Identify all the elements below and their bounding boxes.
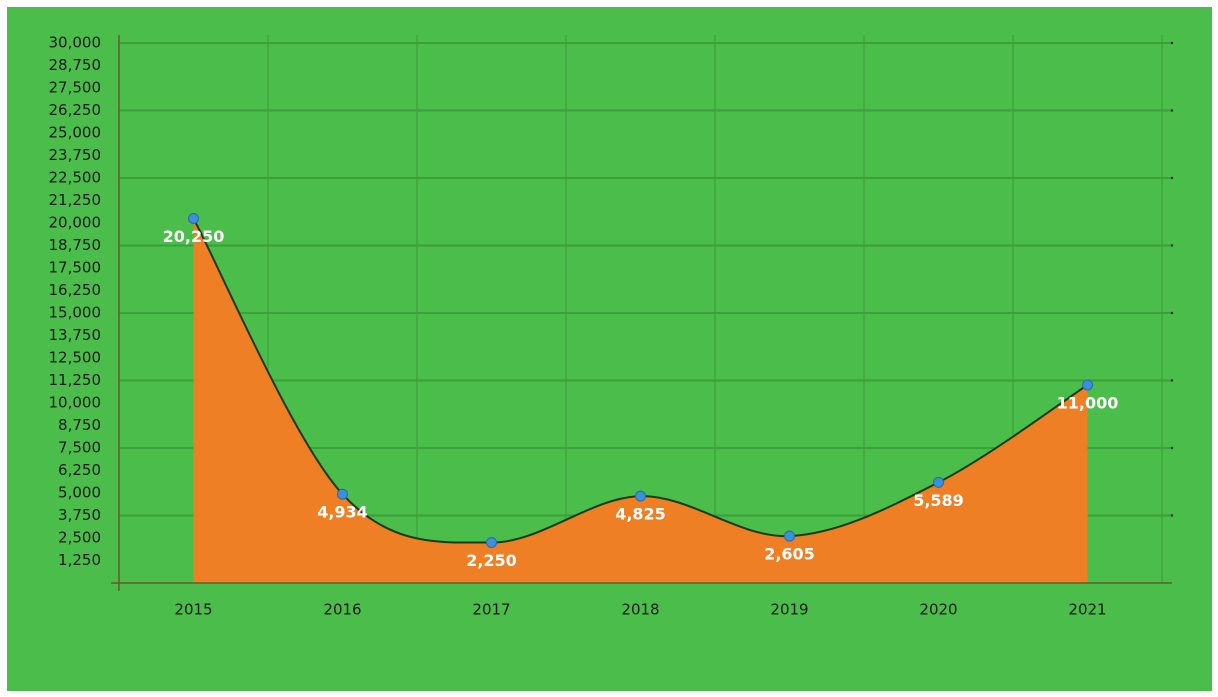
- y-tick-label: 25,000: [49, 124, 102, 142]
- y-tick-label: 22,500: [49, 169, 102, 187]
- x-tick-label: 2015: [174, 601, 212, 619]
- right-tick: [1170, 311, 1174, 315]
- right-tick: [1170, 176, 1174, 180]
- marker: [635, 490, 646, 502]
- y-tick-label: 8,750: [58, 416, 101, 434]
- marker: [188, 213, 199, 224]
- y-tick-label: 6,250: [58, 461, 101, 479]
- y-tick-label: 11,250: [49, 371, 102, 389]
- x-tick-label: 2021: [1068, 601, 1106, 619]
- y-tick-label: 26,250: [49, 101, 102, 119]
- marker: [784, 530, 795, 542]
- right-tick: [1170, 109, 1174, 112]
- marker: [933, 476, 944, 488]
- right-tick: [1170, 379, 1174, 382]
- y-tick-label: 18,750: [49, 236, 102, 254]
- right-tick: [1170, 446, 1174, 450]
- y-tick-label: 23,750: [49, 146, 102, 164]
- x-tick-label: 2019: [770, 601, 808, 619]
- y-tick-label: 20,000: [49, 214, 102, 232]
- y-tick-label: 1,250: [58, 551, 101, 569]
- value-label: 4,934: [317, 503, 368, 522]
- value-label: 11,000: [1057, 394, 1119, 413]
- x-tick-label: 2016: [323, 601, 361, 619]
- x-tick-label: 2018: [621, 601, 659, 619]
- right-tick: [1170, 244, 1174, 247]
- value-label: 2,250: [466, 551, 517, 570]
- y-tick-label: 21,250: [49, 191, 102, 209]
- y-tick-label: 30,000: [49, 34, 102, 52]
- value-label: 2,605: [764, 545, 815, 564]
- y-tick-label: 27,500: [49, 79, 102, 97]
- right-tick: [1170, 514, 1174, 517]
- y-tick-label: 17,500: [49, 259, 102, 277]
- right-tick: [1170, 41, 1174, 45]
- value-label: 5,589: [913, 491, 964, 510]
- marker: [1082, 379, 1093, 391]
- y-tick-label: 3,750: [58, 506, 101, 524]
- y-tick-label: 12,500: [49, 349, 102, 367]
- marker: [337, 488, 348, 500]
- y-tick-label: 28,750: [49, 56, 102, 74]
- value-label: 4,825: [615, 505, 666, 524]
- y-tick-label: 7,500: [58, 439, 101, 457]
- y-tick-label: 16,250: [49, 281, 102, 299]
- area: [193, 218, 1088, 583]
- y-tick-label: 15,000: [49, 304, 102, 322]
- marker: [486, 537, 497, 548]
- value-label: 20,250: [163, 227, 225, 246]
- y-tick-label: 2,500: [58, 529, 101, 547]
- y-tick-label: 10,000: [49, 394, 102, 412]
- x-tick-label: 2020: [919, 601, 957, 619]
- y-tick-label: 5,000: [58, 484, 101, 502]
- x-tick-label: 2017: [472, 601, 510, 619]
- y-tick-label: 13,750: [49, 326, 102, 344]
